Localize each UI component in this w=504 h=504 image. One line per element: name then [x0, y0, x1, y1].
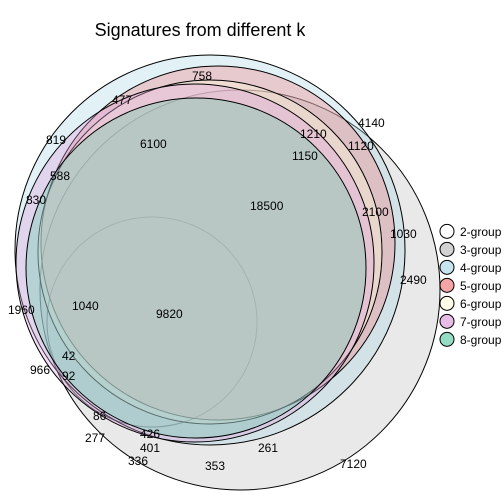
- count-label: 9820: [156, 307, 183, 321]
- count-label: 92: [62, 369, 76, 383]
- count-label: 277: [85, 431, 105, 445]
- count-label: 261: [258, 441, 278, 455]
- count-label: 4140: [358, 116, 385, 130]
- legend-swatch: [440, 260, 454, 274]
- count-label: 401: [140, 441, 160, 455]
- count-label: 1030: [390, 227, 417, 241]
- legend-swatch: [440, 296, 454, 310]
- count-label: 1210: [300, 127, 327, 141]
- count-label: 1120: [348, 139, 374, 153]
- legend: 2-group 3-group 4-group 5-group 6-group 7-gro…: [440, 224, 502, 347]
- legend-label: 8-group: [460, 333, 502, 347]
- count-label: 819: [46, 133, 66, 147]
- count-label: 477: [112, 93, 132, 107]
- count-label: 1040: [72, 299, 99, 313]
- legend-swatch: [440, 224, 454, 238]
- legend-item: 4-group: [440, 260, 502, 275]
- count-label: 426: [140, 427, 160, 441]
- legend-label: 7-group: [460, 315, 502, 329]
- legend-label: 6-group: [460, 297, 502, 311]
- count-label: 42: [62, 349, 76, 363]
- legend-swatch: [440, 242, 454, 256]
- count-label: 2100: [362, 205, 389, 219]
- legend-swatch: [440, 314, 454, 328]
- legend-label: 2-group: [460, 225, 502, 239]
- count-label: 1960: [8, 303, 35, 317]
- legend-label: 5-group: [460, 279, 502, 293]
- count-label: 86: [93, 409, 107, 423]
- legend-swatch: [440, 332, 454, 346]
- count-label: 336: [128, 454, 148, 468]
- count-label: 830: [26, 193, 46, 207]
- legend-item: 7-group: [440, 314, 502, 329]
- count-label: 353: [205, 459, 225, 473]
- legend-item: 6-group: [440, 296, 502, 311]
- legend-label: 4-group: [460, 261, 502, 275]
- count-label: 2490: [400, 273, 427, 287]
- chart-title: Signatures from different k: [95, 20, 307, 40]
- legend-label: 3-group: [460, 243, 502, 257]
- count-label: 18500: [250, 199, 284, 213]
- count-label: 588: [50, 169, 70, 183]
- count-label: 7120: [340, 457, 367, 471]
- legend-item: 8-group: [440, 332, 502, 347]
- legend-item: 5-group: [440, 278, 502, 293]
- count-label: 758: [192, 69, 212, 83]
- legend-item: 2-group: [440, 224, 502, 239]
- legend-item: 3-group: [440, 242, 502, 257]
- legend-swatch: [440, 278, 454, 292]
- count-label: 1150: [292, 149, 318, 163]
- count-label: 6100: [140, 137, 167, 151]
- count-label: 966: [30, 363, 50, 377]
